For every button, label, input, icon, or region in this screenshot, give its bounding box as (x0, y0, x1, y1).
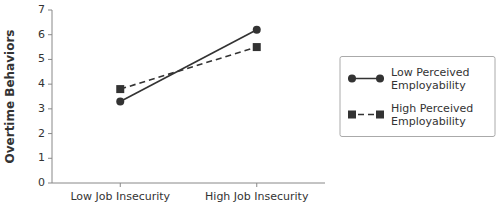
y-tick (48, 108, 52, 109)
legend-label-line: Employability (391, 115, 466, 128)
y-tick-label: 0 (38, 176, 45, 189)
y-axis-line (52, 10, 53, 183)
legend-label-line: Employability (391, 79, 466, 92)
y-tick (48, 84, 52, 85)
legend-marker (376, 111, 384, 119)
data-point (253, 43, 261, 51)
y-tick (48, 183, 52, 184)
y-tick (48, 34, 52, 35)
data-point (253, 26, 261, 34)
y-tick-label: 3 (38, 102, 45, 115)
series-line (120, 30, 257, 102)
legend-label-line: High Perceived (391, 102, 473, 115)
y-tick-label: 2 (38, 127, 45, 140)
series-line (120, 47, 257, 89)
legend-frame (340, 57, 495, 137)
legend-label: High PerceivedEmployability (391, 102, 473, 128)
y-tick-label: 5 (38, 52, 45, 65)
data-point (116, 85, 124, 93)
y-tick-label: 4 (38, 77, 45, 90)
legend-marker (376, 75, 384, 83)
y-tick (48, 133, 52, 134)
y-tick-label: 7 (38, 3, 45, 16)
x-tick-label: High Job Insecurity (205, 190, 309, 203)
x-tick-label: Low Job Insecurity (70, 190, 170, 203)
y-tick-label: 6 (38, 28, 45, 41)
legend-label-line: Low Perceived (391, 66, 470, 79)
y-axis-label: Overtime Behaviors (3, 30, 17, 164)
data-point (116, 97, 124, 105)
y-tick (48, 10, 52, 11)
chart: 0 1 2 3 4 5 6 7 Low Job Insecurity High Job Insec… (0, 0, 500, 213)
legend-label: Low PerceivedEmployability (391, 66, 470, 92)
y-tick (48, 59, 52, 60)
legend: Low PerceivedEmployabilityHigh Perceived… (340, 57, 495, 137)
x-tick (256, 183, 257, 187)
x-tick (120, 183, 121, 187)
marks (116, 26, 261, 106)
y-tick-label: 1 (38, 151, 45, 164)
x-axis-line (52, 183, 325, 184)
legend-marker (348, 75, 356, 83)
legend-marker (348, 111, 356, 119)
y-tick (48, 158, 52, 159)
